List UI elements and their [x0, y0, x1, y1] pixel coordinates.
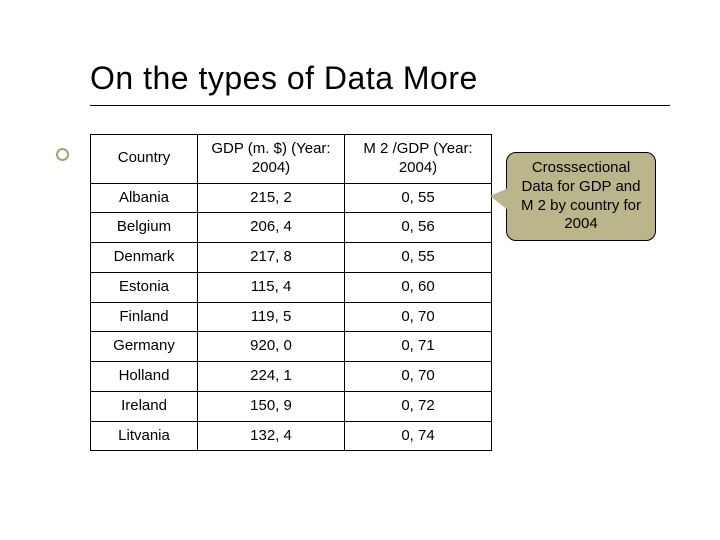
cell-gdp: 119, 5 [198, 302, 345, 332]
cell-m2: 0, 55 [345, 243, 492, 273]
cell-gdp: 115, 4 [198, 272, 345, 302]
table-header-row: Country GDP (m. $) (Year: 2004) M 2 /GDP… [91, 135, 492, 184]
callout-text: Crosssectional Data for GDP and M 2 by c… [521, 159, 641, 232]
cell-gdp: 132, 4 [198, 421, 345, 451]
cell-country: Estonia [91, 272, 198, 302]
table-row: Finland 119, 5 0, 70 [91, 302, 492, 332]
slide: On the types of Data More Country GDP (m… [0, 0, 720, 540]
table-row: Albania 215, 2 0, 55 [91, 183, 492, 213]
cell-gdp: 215, 2 [198, 183, 345, 213]
callout-box: Crosssectional Data for GDP and M 2 by c… [506, 152, 656, 241]
cell-m2: 0, 55 [345, 183, 492, 213]
table-row: Denmark 217, 8 0, 55 [91, 243, 492, 273]
col-header-gdp: GDP (m. $) (Year: 2004) [198, 135, 345, 184]
callout-wrap: Crosssectional Data for GDP and M 2 by c… [506, 152, 656, 241]
table-row: Estonia 115, 4 0, 60 [91, 272, 492, 302]
cell-gdp: 217, 8 [198, 243, 345, 273]
cell-country: Germany [91, 332, 198, 362]
cell-country: Albania [91, 183, 198, 213]
cell-country: Litvania [91, 421, 198, 451]
bullet-decor [56, 148, 69, 161]
cell-m2: 0, 70 [345, 302, 492, 332]
cell-m2: 0, 71 [345, 332, 492, 362]
cell-gdp: 920, 0 [198, 332, 345, 362]
col-header-m2gdp: M 2 /GDP (Year: 2004) [345, 135, 492, 184]
table-row: Germany 920, 0 0, 71 [91, 332, 492, 362]
table-row: Holland 224, 1 0, 70 [91, 362, 492, 392]
cell-gdp: 224, 1 [198, 362, 345, 392]
table-row: Litvania 132, 4 0, 74 [91, 421, 492, 451]
cell-m2: 0, 74 [345, 421, 492, 451]
cell-country: Ireland [91, 391, 198, 421]
cell-gdp: 206, 4 [198, 213, 345, 243]
cell-country: Belgium [91, 213, 198, 243]
cell-m2: 0, 70 [345, 362, 492, 392]
cell-m2: 0, 56 [345, 213, 492, 243]
cell-country: Holland [91, 362, 198, 392]
content-row: Country GDP (m. $) (Year: 2004) M 2 /GDP… [90, 134, 670, 451]
table-row: Belgium 206, 4 0, 56 [91, 213, 492, 243]
data-table: Country GDP (m. $) (Year: 2004) M 2 /GDP… [90, 134, 492, 451]
cell-m2: 0, 60 [345, 272, 492, 302]
col-header-country: Country [91, 135, 198, 184]
cell-country: Finland [91, 302, 198, 332]
table-row: Ireland 150, 9 0, 72 [91, 391, 492, 421]
callout-tail [490, 188, 508, 210]
cell-m2: 0, 72 [345, 391, 492, 421]
slide-title: On the types of Data More [90, 60, 670, 106]
cell-gdp: 150, 9 [198, 391, 345, 421]
cell-country: Denmark [91, 243, 198, 273]
